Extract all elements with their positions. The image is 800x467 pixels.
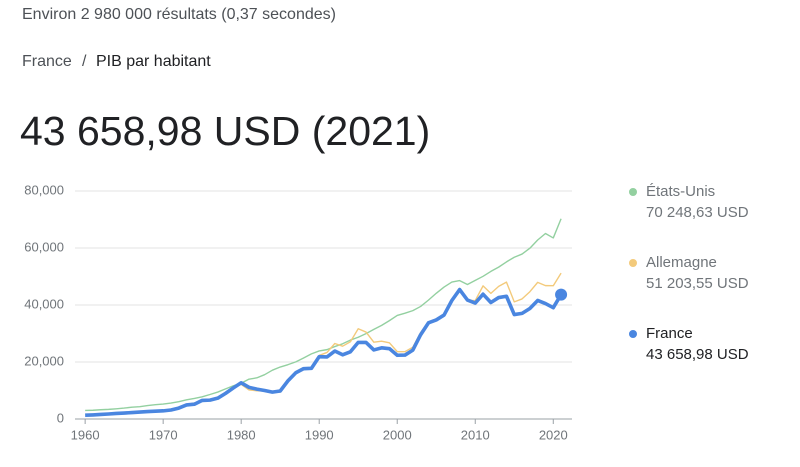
breadcrumb-topic: PIB par habitant	[96, 53, 211, 70]
legend-name[interactable]: France	[646, 325, 693, 342]
end-point	[555, 288, 568, 301]
legend-dot	[629, 330, 637, 338]
results-count: Environ 2 980 000 résultats (0,37 second…	[22, 6, 336, 23]
x-tick-label: 2000	[383, 427, 412, 442]
x-tick-label: 1970	[149, 427, 178, 442]
y-tick-label: 60,000	[24, 239, 64, 254]
series-line	[85, 287, 563, 417]
legend-name[interactable]: États-Unis	[646, 183, 715, 200]
y-tick-label: 20,000	[24, 353, 64, 368]
breadcrumb-country[interactable]: France	[22, 53, 72, 70]
legend-value: 43 658,98 USD	[646, 346, 749, 363]
series-line	[85, 218, 562, 412]
legend-value: 51 203,55 USD	[646, 275, 749, 292]
x-tick-label: 1960	[71, 427, 100, 442]
x-tick-label: 2020	[539, 427, 568, 442]
x-tick-label: 2010	[461, 427, 490, 442]
legend-name[interactable]: Allemagne	[646, 254, 717, 271]
legend-value: 70 248,63 USD	[646, 204, 749, 221]
y-tick-label: 0	[57, 410, 64, 425]
headline-value: 43 658,98 USD (2021)	[20, 108, 430, 154]
y-tick-label: 80,000	[24, 182, 64, 197]
legend-dot	[629, 259, 637, 267]
y-tick-label: 40,000	[24, 296, 64, 311]
legend-dot	[629, 188, 637, 196]
x-tick-label: 1990	[305, 427, 334, 442]
x-tick-label: 1980	[227, 427, 256, 442]
breadcrumb-separator: /	[82, 53, 87, 70]
